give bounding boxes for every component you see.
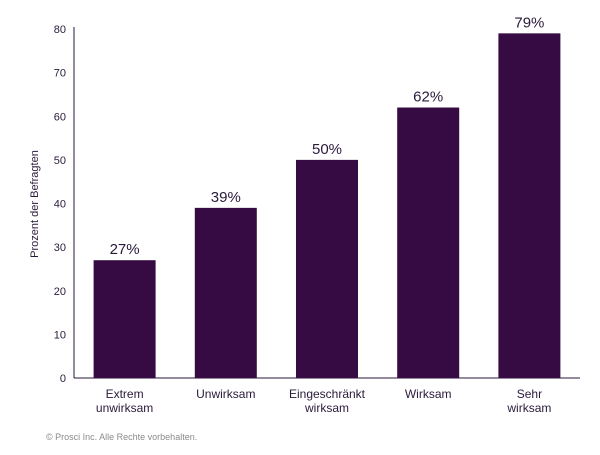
x-tick-label: Wirksam: [405, 387, 452, 401]
y-tick-label: 30: [54, 242, 66, 254]
bars: [93, 33, 561, 379]
data-label: 62%: [413, 89, 443, 106]
bar: [194, 207, 257, 378]
data-label: 50%: [312, 141, 342, 158]
y-tick-label: 10: [54, 329, 66, 341]
bar: [93, 260, 156, 378]
x-tick-label: Extrem unwirksam: [96, 387, 153, 415]
y-tick-label: 70: [54, 68, 66, 80]
y-tick-label: 50: [54, 155, 66, 167]
bar: [397, 107, 460, 379]
data-label: 39%: [211, 189, 241, 206]
data-label: 27%: [110, 241, 140, 258]
y-tick-label: 60: [54, 111, 66, 123]
data-label: 79%: [514, 14, 544, 31]
y-tick-label: 0: [60, 373, 66, 385]
y-axis: 0 10 20 30 40 50 60 70 80: [54, 24, 75, 385]
bar: [498, 33, 561, 379]
x-tick-label: Unwirksam: [196, 387, 255, 401]
bar: [296, 159, 358, 378]
x-tick-label: Eingeschränkt wirksam: [289, 387, 366, 415]
y-tick-label: 20: [54, 286, 66, 298]
y-tick-label: 80: [54, 24, 66, 36]
data-labels: 27% 39% 50% 62% 79%: [110, 14, 545, 258]
x-tick-label: Sehr wirksam: [506, 387, 551, 415]
x-axis: Extrem unwirksam Unwirksam Eingeschränkt wir…: [74, 377, 580, 415]
y-axis-title: Prozent der Befragten: [29, 150, 41, 258]
copyright-notice: © Prosci Inc. Alle Rechte vorbehalten.: [46, 432, 198, 442]
y-tick-label: 40: [54, 199, 66, 211]
